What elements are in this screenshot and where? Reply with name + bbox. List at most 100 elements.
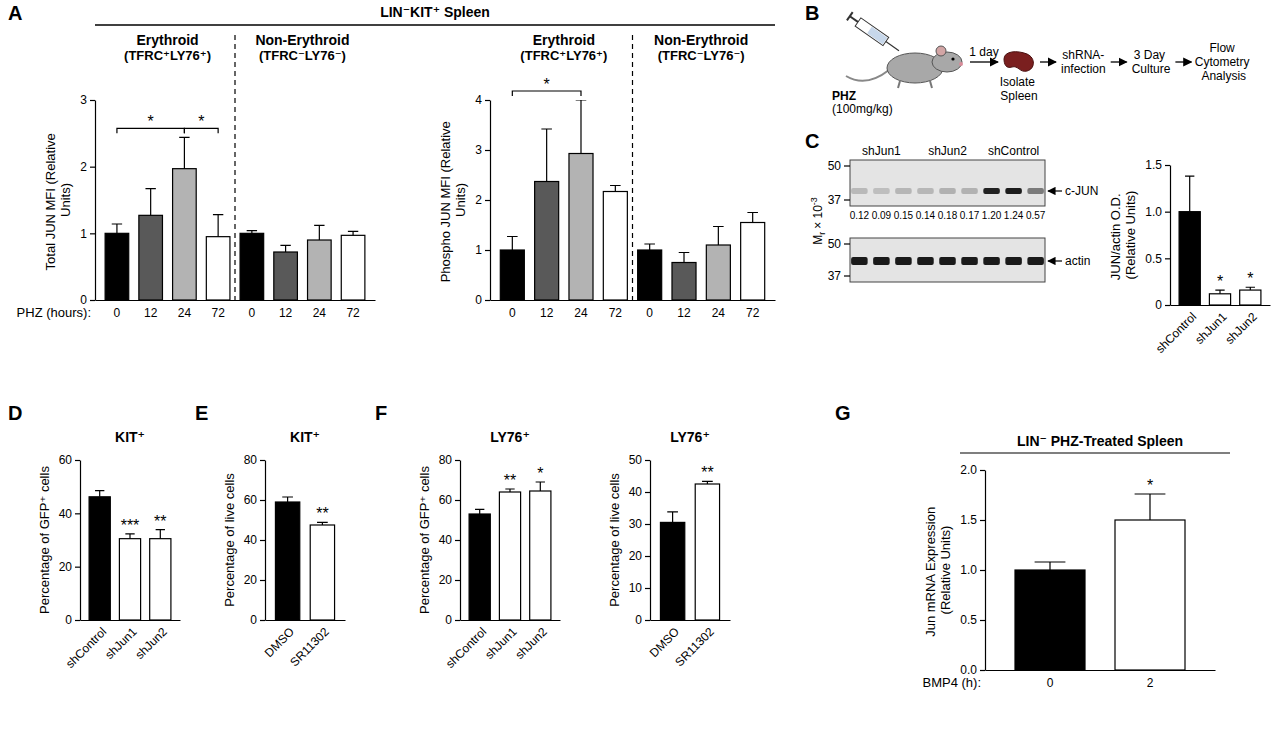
mouse-leg [930,81,932,88]
tick: 72 [346,306,360,320]
mouse-nose [959,62,963,66]
axis: DMSOSR11302 [647,621,731,670]
mouse-leg [898,81,900,88]
axis-title-line: Jun mRNA Expression [923,503,938,637]
mouse-ear [936,46,946,56]
bar [89,497,110,620]
error-bar [505,489,514,492]
tick-label: 20 [439,573,453,587]
marker-label: 50 [828,237,842,251]
actin-band [1005,257,1022,265]
tick-label: 0 [475,293,482,307]
bar [660,522,684,620]
tick: 2.0 [960,463,985,477]
lane-value: 0.12 [850,210,870,221]
group-label: Non-Erythroid [654,32,748,48]
bar-chart: 020406080DMSOSR11302**KIT⁺Percentage of … [222,429,346,669]
error-bar [145,189,155,216]
step-label-line: Spleen [1000,89,1037,103]
tick-mark [1165,258,1170,259]
axis: shControlshJun1shJun2 [63,621,181,671]
tick-mark [260,500,265,501]
tick-mark [1165,165,1170,166]
tick: 40 [439,533,460,547]
tick: 0 [509,306,516,320]
error-bar [317,522,328,525]
group-sublabel: (TFRC⁻LY76⁻) [259,48,346,63]
lane-value: 1.24 [1004,210,1024,221]
tick-label: 1.0 [1145,205,1162,219]
axis: 01020304050 [629,453,651,627]
axis-line [651,620,731,621]
axis-line [81,620,181,621]
bar [1115,520,1185,670]
axis: 01224720122472 [491,301,776,320]
drug-label: PHZ [832,89,856,103]
flow-arrow [1040,61,1056,62]
tick: shControl [443,625,489,671]
tick: 10 [629,581,650,595]
tick-label: 0 [249,306,256,320]
interval-label: 1 day [969,45,998,59]
bar [275,502,299,620]
tick: 24 [313,306,327,320]
bar [1209,294,1230,305]
panel-letter: E [195,402,208,424]
axis-title-line: (Relative Units) [938,526,953,615]
axis-line [650,461,651,621]
tick-label: 60 [244,493,258,507]
tick-label: 12 [677,306,691,320]
error-bar [1246,287,1255,290]
bar [672,263,696,301]
lane-value: 0.17 [960,210,980,221]
step-label-line: infection [1061,62,1106,76]
bar [603,192,627,301]
actin-band [895,257,912,265]
bar-chart: 01020304050DMSOSR11302**LY76⁺Percentage … [607,429,731,669]
group-divider [234,35,235,300]
band-label: actin [1065,254,1090,268]
tick-label: shControl [1153,310,1199,356]
lane-group-label: shControl [988,144,1039,158]
tick: shJun1 [482,624,519,661]
tick-label: shJun1 [102,624,139,661]
error-bar [1035,562,1066,570]
error-bar [95,491,104,497]
mr-subscript: r [817,232,827,235]
tick-label: 0.5 [1145,252,1162,266]
error-bar [213,215,223,237]
tick: shJun1 [102,624,139,661]
marker-tick [844,243,850,244]
chart-title: KIT⁺ [290,429,320,445]
title-rule [960,452,1230,453]
bar-chart: 0204060shControlshJun1shJun2*****KIT⁺Per… [37,429,181,671]
tick: SR11302 [287,624,332,669]
bar [173,169,197,300]
tick-label: 12 [144,306,158,320]
error-bar [576,100,587,154]
plot-area [469,482,551,620]
band-arrow [1048,260,1062,261]
axis: 0.00.51.01.52.0 [960,463,985,677]
error-bar [541,129,552,182]
tick-label: 3 [475,143,482,157]
tick-mark [1165,212,1170,213]
tick: 40 [244,533,265,547]
jun-band [873,188,890,194]
axis-line [986,670,1216,671]
step-label-line: Cytometry [1195,55,1253,69]
error-bar [156,530,165,539]
tick: 12 [540,306,554,320]
error-bar [1215,290,1224,294]
tick-label: 0.5 [960,613,977,627]
tick: 0 [646,306,653,320]
tick-label: 1 [475,243,482,257]
actin-band [961,257,978,265]
axis-title-line: Percentage of GFP⁺ cells [37,466,52,614]
lane-value: 0.09 [872,210,892,221]
bar [499,492,520,620]
tick-label: 24 [574,306,588,320]
tick-label: 0 [635,613,642,627]
bar [341,235,365,300]
error-bar [247,231,257,234]
